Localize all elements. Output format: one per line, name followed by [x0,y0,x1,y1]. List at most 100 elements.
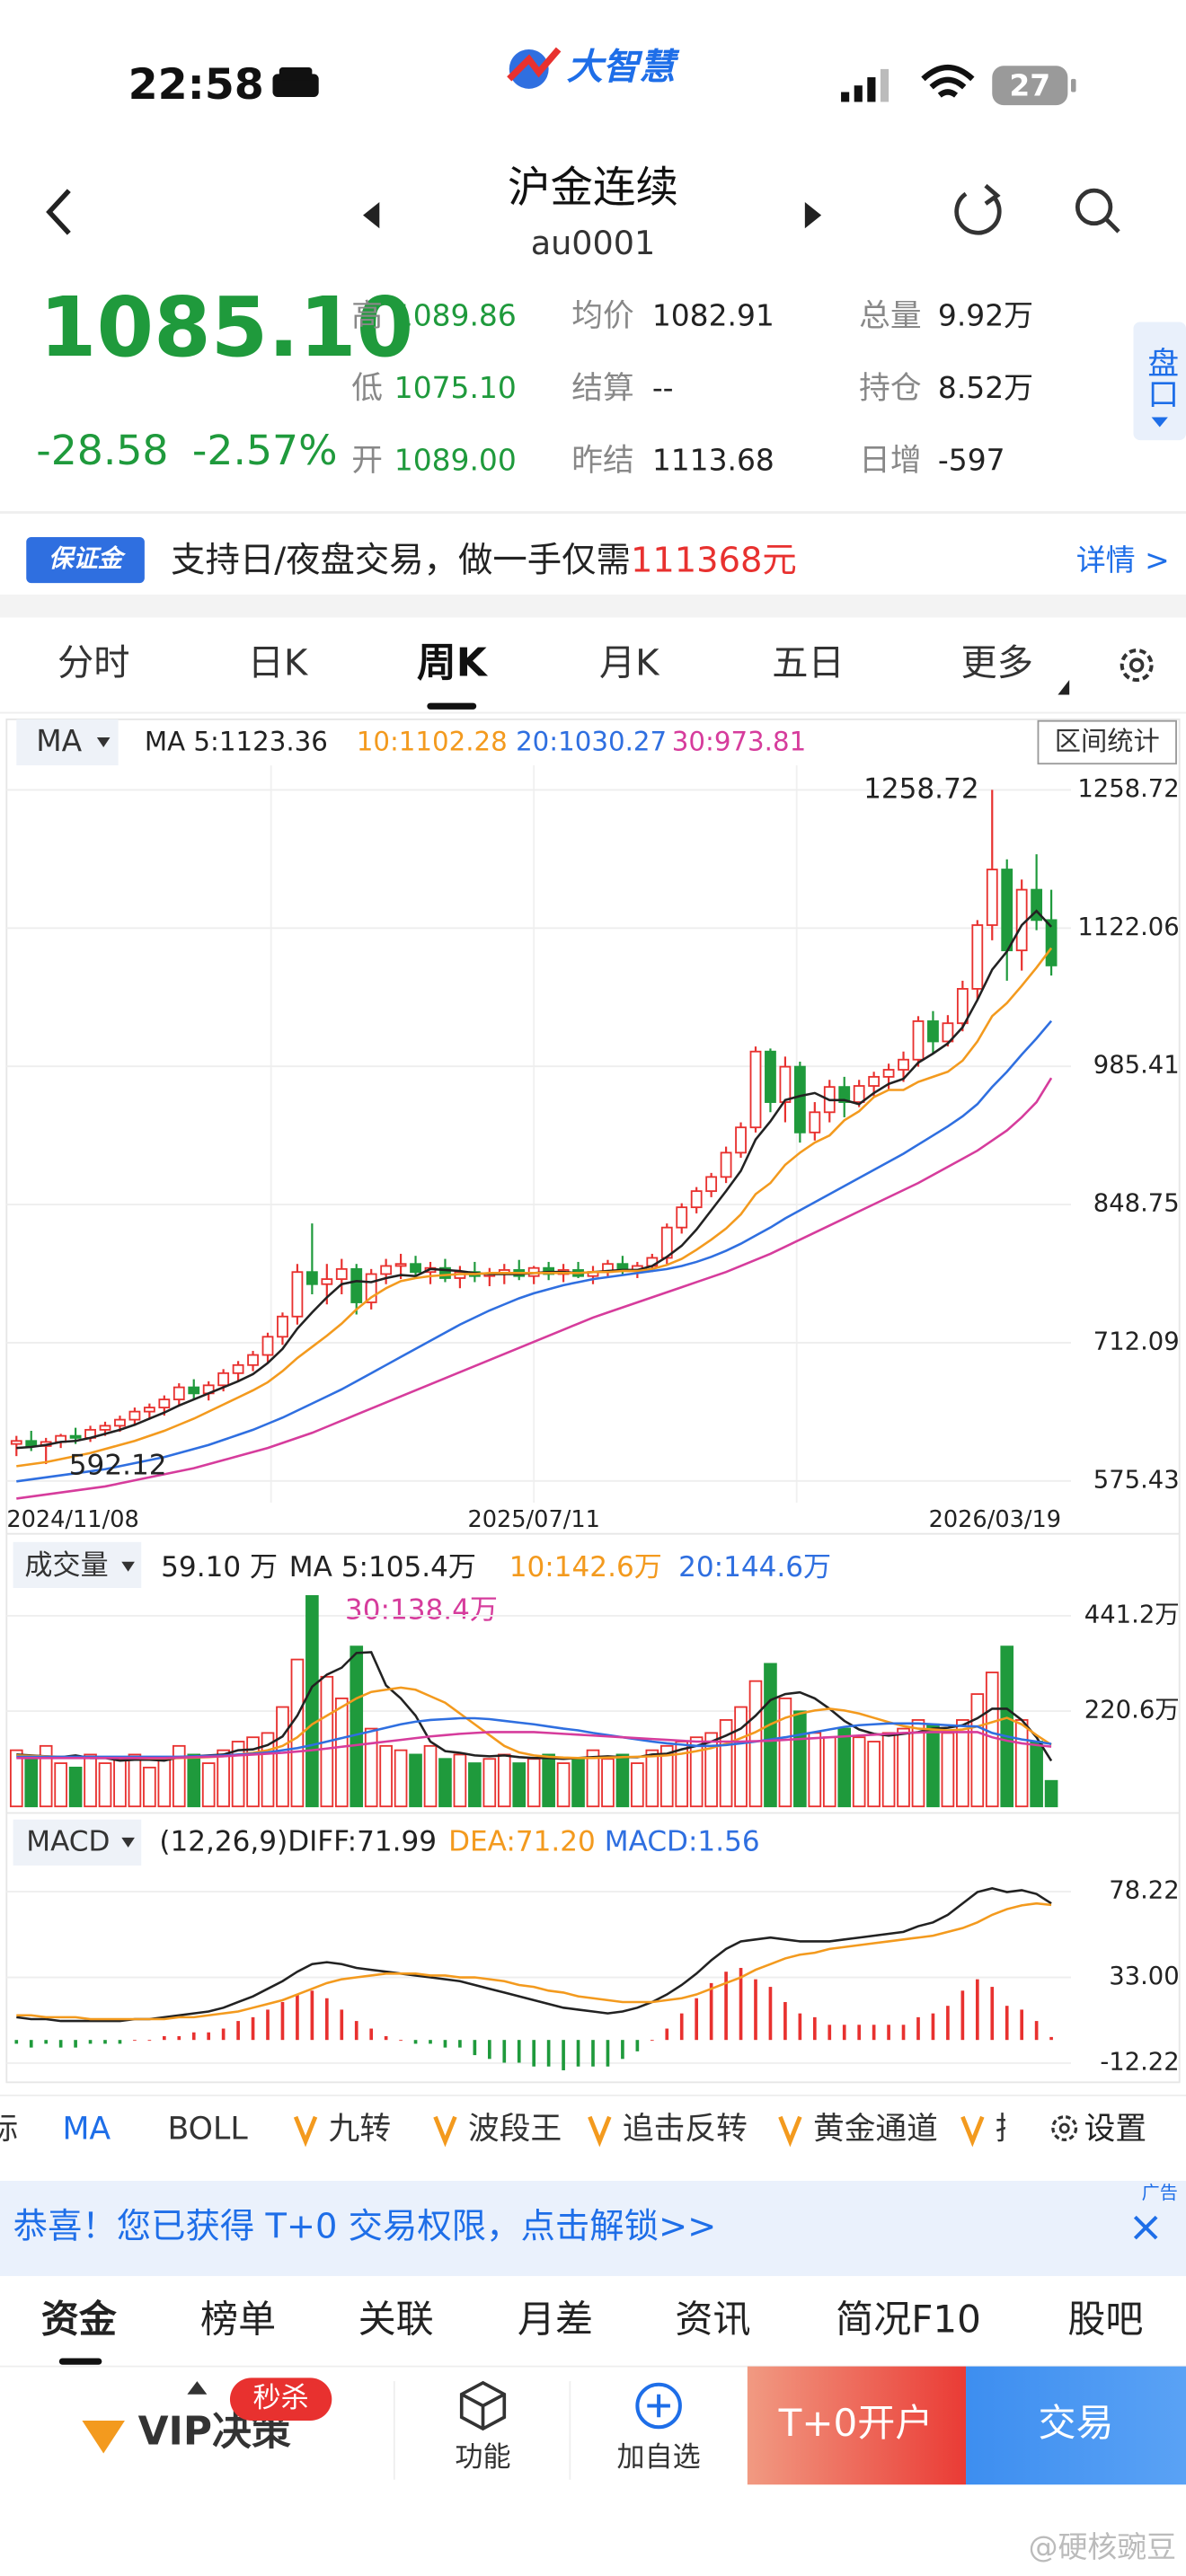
bottom-tab[interactable]: 股吧 [1067,2298,1143,2342]
macd-bar [783,2001,787,2041]
volume-bar [764,1663,777,1808]
indicator-item[interactable]: 追击反转 [623,2111,748,2147]
candle-body [765,1050,776,1103]
candle-body [291,1271,304,1318]
candle-body [1031,888,1043,922]
refresh-button[interactable] [954,183,1002,235]
volume-bar [84,1753,97,1808]
range-stats-button[interactable] [1037,719,1177,765]
prev-contract[interactable] [363,201,380,229]
open-account-button[interactable] [747,2366,967,2485]
bottom-tab[interactable]: 关联 [358,2298,434,2342]
candle-body [1015,888,1028,952]
indicator-item[interactable]: 标 [0,2111,18,2147]
settings-button[interactable] [1120,648,1154,683]
bottom-tab[interactable]: 榜单 [200,2298,276,2342]
macd-bar [177,2035,181,2041]
shape [854,85,863,102]
macd-selector-label[interactable]: MACD [26,1825,110,1857]
indicator-item[interactable]: 波段王 [468,2111,562,2147]
macd-bar [812,2016,817,2041]
ad-text[interactable]: 恭喜！您已获得 T+0 交易权限，点击解锁>> [13,2207,717,2247]
trade-label[interactable]: 交易 [1038,2401,1113,2445]
candle-body [927,1020,939,1043]
candle-body [853,1085,865,1103]
volume-bar [778,1697,792,1808]
battery-tip [1071,78,1076,93]
volume-bar [39,1744,53,1808]
macd-bar [251,2016,255,2041]
volume-ma-line [16,1731,1052,1760]
next-contract[interactable] [804,201,822,229]
candle-body [410,1263,421,1274]
period-tab[interactable]: 五日 [772,643,844,684]
macd-bar [650,2040,654,2042]
volume-selector-label[interactable]: 成交量 [24,1549,108,1582]
bottom-tab[interactable]: 月差 [518,2298,593,2342]
period-tab[interactable]: 月K [599,643,660,684]
volume-bar [157,1758,172,1808]
search-button[interactable] [1075,188,1120,234]
volume-bar [128,1753,142,1808]
period-tab[interactable]: 更多 [961,643,1033,684]
function-label[interactable]: 功能 [455,2441,510,2474]
period-tab-active[interactable]: 周K [417,640,489,686]
y-tick-label: -12.22 [1100,2048,1179,2076]
bottom-tab[interactable]: 简况F10 [836,2298,981,2342]
macd-bar [562,2040,565,2070]
volume-bar [512,1762,527,1808]
trade-button[interactable] [966,2366,1186,2485]
y-tick-label: 78.22 [1109,1877,1179,1905]
macd-bar [576,2040,580,2067]
indicator-settings[interactable]: 设置 [1084,2111,1146,2147]
candle-body [394,1263,407,1267]
stat-label: 开 [351,443,383,479]
volume-bar [645,1749,659,1808]
v-icon [960,2115,985,2148]
macd-bar [768,1987,773,2041]
volume-selector[interactable] [13,1541,142,1589]
volume-bar [453,1753,467,1808]
macd-bar [1020,2009,1024,2041]
macd-selector[interactable] [13,1819,142,1866]
macd-bar [103,2040,107,2044]
y-tick-label: 575.43 [1093,1466,1180,1494]
legend-name: 20: [516,726,558,756]
ad-close[interactable] [1133,2215,1158,2240]
candle-body [793,1065,806,1134]
banner-link[interactable]: 详情 > [1076,543,1170,578]
macd-bar [354,2021,358,2041]
side-tab-label[interactable]: 盘口 [1143,346,1179,409]
macd-bar [487,2040,491,2060]
range-stats-label[interactable]: 区间统计 [1055,726,1160,756]
open-account-label[interactable]: T+0开户 [778,2401,934,2445]
indicator-item[interactable]: 指 [996,2111,1027,2147]
volume-bar [379,1744,393,1808]
indicator-item[interactable]: MA [62,2111,111,2147]
add-label[interactable]: 加自选 [617,2441,701,2474]
banner-amount: 111368元 [631,540,797,580]
volume-bar [793,1710,807,1808]
stat-value: 1089.00 [394,442,517,477]
car-icon [272,67,319,97]
macd-bar [916,2016,920,2041]
volume-bar [438,1758,452,1808]
y-tick-label: 848.75 [1093,1190,1180,1218]
ad-banner[interactable] [0,2181,1186,2277]
ma-selector-label[interactable]: MA [36,723,82,758]
period-tab[interactable]: 分时 [58,643,129,684]
volume-bar [926,1723,940,1808]
indicator-item[interactable]: BOLL [167,2111,248,2147]
period-tab[interactable]: 日K [248,643,309,684]
side-tab[interactable] [1133,322,1186,441]
indicator-item[interactable]: 九转 [329,2111,391,2147]
indicator-item[interactable]: 黄金通道 [813,2111,938,2147]
bottom-tab[interactable]: 资讯 [675,2298,750,2342]
volume-bar [601,1758,615,1808]
bottom-tab-active[interactable]: 资金 [41,2298,118,2342]
back-button[interactable] [46,189,71,235]
shape [1051,2115,1078,2141]
banner-text-main: 支持日/夜盘交易，做一手仅需 [171,540,631,580]
contract-code: au0001 [531,224,656,262]
candle-body [882,1069,895,1078]
